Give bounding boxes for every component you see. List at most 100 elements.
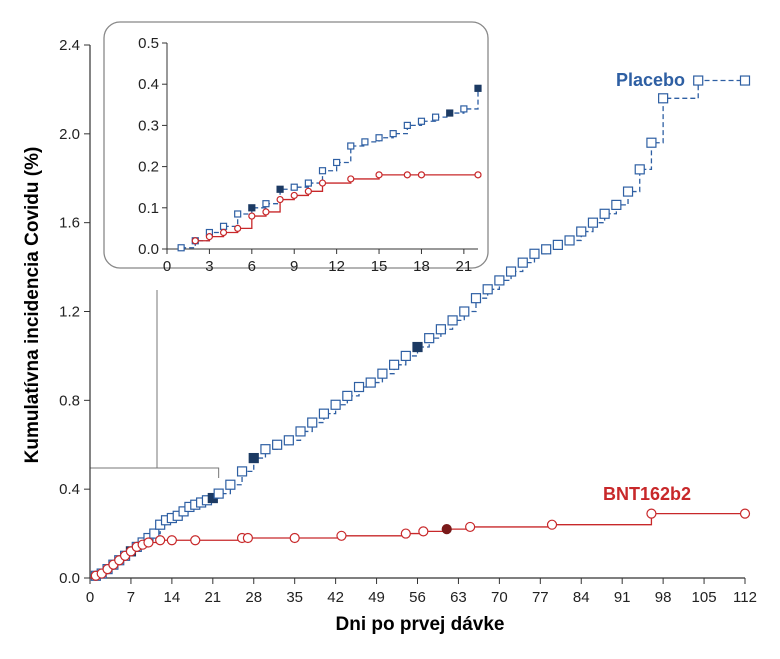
x-tick-label: 21 — [204, 589, 221, 606]
placebo-point — [470, 293, 482, 304]
bnt162b2-point — [219, 228, 228, 237]
inset-x-tick-label: 12 — [328, 258, 345, 275]
inset-y-tick-label: 0.2 — [138, 159, 159, 176]
placebo-point — [375, 134, 383, 142]
placebo-point — [552, 239, 563, 250]
bnt162b2-point — [739, 508, 751, 519]
bnt162b2-point — [318, 179, 327, 187]
inset-y-tick-label: 0.5 — [138, 35, 159, 52]
bnt162b2-point — [190, 535, 201, 546]
placebo-point — [330, 399, 341, 410]
placebo-point — [611, 199, 622, 210]
bnt162b2-point — [336, 530, 347, 541]
main-axes: 0 7 14 21 28 35 42 49 56 63 70 77 84 91 98 105 1120.00.4… — [59, 37, 757, 606]
placebo-point — [347, 142, 355, 150]
bnt162b2-point — [143, 537, 154, 548]
bnt162b2-point — [234, 224, 242, 232]
x-axis-title: Dni po prvej dávke — [336, 614, 505, 635]
inset-x-tick-label: 9 — [290, 258, 298, 275]
placebo-point — [435, 324, 446, 335]
inset-x-tick-label: 18 — [413, 258, 430, 275]
x-tick-label: 42 — [327, 589, 344, 606]
inset-frame — [103, 21, 489, 269]
placebo-point — [494, 275, 505, 286]
bnt162b2-series-label: BNT162b2 — [603, 484, 691, 504]
x-tick-label: 35 — [286, 589, 303, 606]
placebo-point — [272, 439, 283, 450]
bnt162b2-point — [276, 195, 284, 204]
placebo-point — [529, 248, 540, 259]
bnt162b2-point — [418, 526, 429, 537]
inset-y-tick-label: 0.4 — [138, 76, 159, 93]
placebo-point — [262, 200, 270, 208]
placebo-point — [149, 528, 160, 539]
x-tick-label: 63 — [450, 589, 467, 606]
y-tick-label: 1.2 — [59, 304, 80, 321]
x-tick-label: 28 — [245, 589, 262, 606]
bnt162b2-point — [191, 237, 199, 245]
bnt162b2-point — [646, 508, 657, 519]
placebo-point — [318, 408, 330, 419]
placebo-point — [447, 315, 458, 326]
bnt162b2-point — [441, 524, 452, 535]
y-tick-label: 1.6 — [59, 215, 80, 232]
placebo-point — [389, 359, 400, 370]
bnt162b2-point — [262, 208, 270, 216]
bnt162b2-point — [465, 521, 476, 533]
x-tick-label: 84 — [573, 589, 590, 606]
placebo-point — [474, 84, 482, 92]
inset-panel: 0 3 6 9 12 15 18 21 0.0 0.1 0.2 0.3 0.4 0.5 — [103, 21, 489, 275]
placebo-point — [517, 257, 528, 268]
y-tick-label: 0.0 — [59, 570, 80, 587]
placebo-point — [260, 444, 271, 455]
inset-y-tick-label: 0.0 — [138, 241, 159, 258]
placebo-point — [213, 488, 224, 499]
bnt162b2-point — [375, 171, 383, 179]
inset-y-tick-label: 0.3 — [138, 117, 159, 134]
placebo-point — [342, 390, 353, 401]
x-tick-label: 98 — [655, 589, 672, 606]
x-tick-label: 112 — [733, 589, 757, 606]
placebo-point — [389, 130, 397, 138]
bnt162b2-point — [400, 528, 411, 539]
x-tick-label: 91 — [614, 589, 631, 606]
y-axis-title: Kumulatívna incidencia Covidu (%) — [22, 147, 43, 464]
placebo-point — [333, 158, 341, 167]
placebo-point — [564, 235, 575, 246]
placebo-series-label: Placebo — [616, 70, 685, 90]
placebo-point — [424, 333, 435, 344]
placebo-point — [248, 204, 256, 212]
placebo-point — [283, 435, 294, 446]
x-tick-label: 70 — [491, 589, 508, 606]
placebo-point — [417, 117, 426, 125]
bnt162b2-point — [242, 532, 254, 544]
bnt162b2-point — [347, 175, 355, 183]
placebo-point — [377, 368, 388, 379]
bnt162b2-point — [290, 191, 298, 200]
placebo-point — [482, 284, 493, 295]
placebo-point — [248, 452, 259, 464]
placebo-point — [599, 208, 610, 219]
placebo-point — [318, 167, 327, 175]
placebo-point — [693, 75, 704, 86]
inset-x-tick-label: 6 — [248, 258, 256, 275]
x-tick-label: 77 — [532, 589, 549, 606]
bnt162b2-point — [546, 519, 558, 530]
placebo-point — [646, 137, 657, 148]
x-tick-label: 0 — [86, 589, 94, 606]
bnt162b2-point — [417, 171, 426, 179]
inset-connector-line — [90, 467, 220, 478]
bnt162b2-line — [90, 512, 745, 579]
bnt162b2-point — [403, 171, 411, 179]
placebo-point — [459, 306, 470, 317]
placebo-point — [622, 186, 634, 197]
placebo-point — [541, 244, 552, 255]
inset-connector — [90, 290, 220, 478]
x-tick-label: 56 — [409, 589, 426, 606]
placebo-point — [505, 266, 517, 277]
x-tick-label: 105 — [692, 589, 717, 606]
placebo-point — [576, 226, 587, 237]
x-tick-label: 7 — [127, 589, 135, 606]
